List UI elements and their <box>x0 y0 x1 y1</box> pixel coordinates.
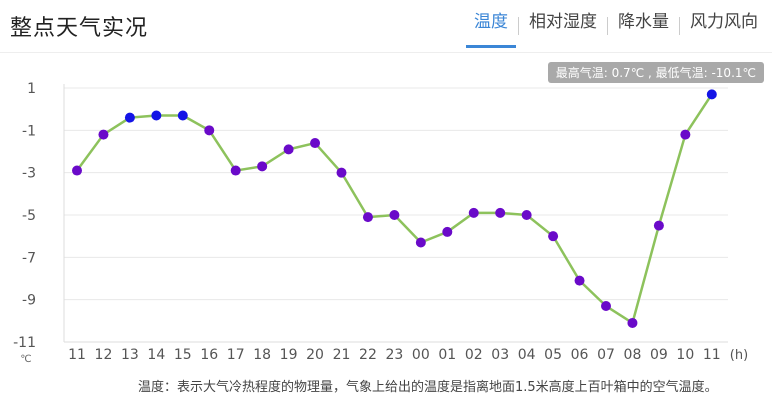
x-tick-label: 00 <box>412 347 430 363</box>
x-tick-label: 16 <box>200 347 218 363</box>
data-point <box>653 220 664 231</box>
data-point <box>336 167 347 178</box>
data-point <box>415 237 426 248</box>
data-point <box>98 129 109 140</box>
data-point <box>283 144 294 155</box>
data-point <box>548 231 559 242</box>
x-tick-label: 09 <box>650 347 668 363</box>
x-tick-label: 06 <box>571 347 589 363</box>
page-title: 整点天气实况 <box>10 16 149 41</box>
data-point <box>627 317 638 328</box>
data-point <box>177 110 188 121</box>
data-point <box>124 112 135 123</box>
x-tick-label: 11 <box>703 347 721 363</box>
temperature-summary-badge: 最高气温: 0.7℃ , 最低气温: -10.1℃ <box>547 62 764 83</box>
tab-separator <box>607 17 608 35</box>
y-tick-label: -7 <box>22 250 36 266</box>
x-tick-label: 01 <box>438 347 456 363</box>
tab-temperature[interactable]: 温度 <box>466 10 516 48</box>
x-tick-label: 02 <box>465 347 483 363</box>
x-tick-label: 15 <box>174 347 192 363</box>
data-point <box>362 212 373 223</box>
x-tick-label: 17 <box>227 347 245 363</box>
x-tick-label: 08 <box>624 347 642 363</box>
data-point <box>204 125 215 136</box>
header: 整点天气实况 温度 相对湿度 降水量 风力风向 <box>0 0 772 52</box>
x-tick-label: 19 <box>280 347 298 363</box>
tab-precipitation[interactable]: 降水量 <box>618 12 669 32</box>
data-point <box>257 161 268 172</box>
y-tick-label: -5 <box>22 208 36 224</box>
footnote: 温度：表示大气冷热程度的物理量，气象上给出的温度是指离地面1.5米高度上百叶箱中… <box>138 380 718 395</box>
data-point <box>574 275 585 286</box>
x-tick-label: 04 <box>518 347 536 363</box>
y-tick-label: 1 <box>27 81 36 97</box>
tab-separator <box>679 17 680 35</box>
data-point <box>468 207 479 218</box>
x-tick-label: 14 <box>147 347 165 363</box>
tab-humidity[interactable]: 相对湿度 <box>529 12 597 32</box>
x-tick-label: 20 <box>306 347 324 363</box>
y-axis-unit-label: ℃ <box>20 354 31 365</box>
tab-bar: 温度 相对湿度 降水量 风力风向 <box>466 10 766 48</box>
data-point <box>310 138 321 149</box>
y-tick-label: -9 <box>22 293 36 309</box>
x-tick-label: 13 <box>121 347 139 363</box>
data-point <box>521 210 532 220</box>
data-point <box>151 110 162 121</box>
y-tick-label: -11 <box>13 335 36 351</box>
x-tick-label: 05 <box>544 347 562 363</box>
data-point <box>680 129 691 140</box>
x-tick-label: 23 <box>385 347 403 363</box>
data-point <box>389 210 400 220</box>
data-point <box>706 89 717 100</box>
x-tick-label: 03 <box>491 347 509 363</box>
x-tick-label: 12 <box>95 347 113 363</box>
data-point <box>230 165 241 176</box>
temperature-series-line <box>75 93 713 325</box>
x-tick-label: 11 <box>68 347 86 363</box>
x-tick-label: 22 <box>359 347 377 363</box>
tab-separator <box>518 17 519 35</box>
x-tick-label: 18 <box>253 347 271 363</box>
data-point <box>495 207 506 218</box>
x-tick-label: 10 <box>676 347 694 363</box>
x-tick-label: 21 <box>333 347 351 363</box>
tab-wind[interactable]: 风力风向 <box>690 12 758 32</box>
data-point <box>72 165 82 176</box>
y-tick-label: -3 <box>22 166 36 182</box>
data-point <box>442 226 453 237</box>
data-point <box>601 301 611 312</box>
header-divider <box>0 52 772 53</box>
x-axis-unit-label: (h) <box>730 348 748 363</box>
y-tick-label: -1 <box>22 123 36 139</box>
x-tick-label: 07 <box>597 347 615 363</box>
